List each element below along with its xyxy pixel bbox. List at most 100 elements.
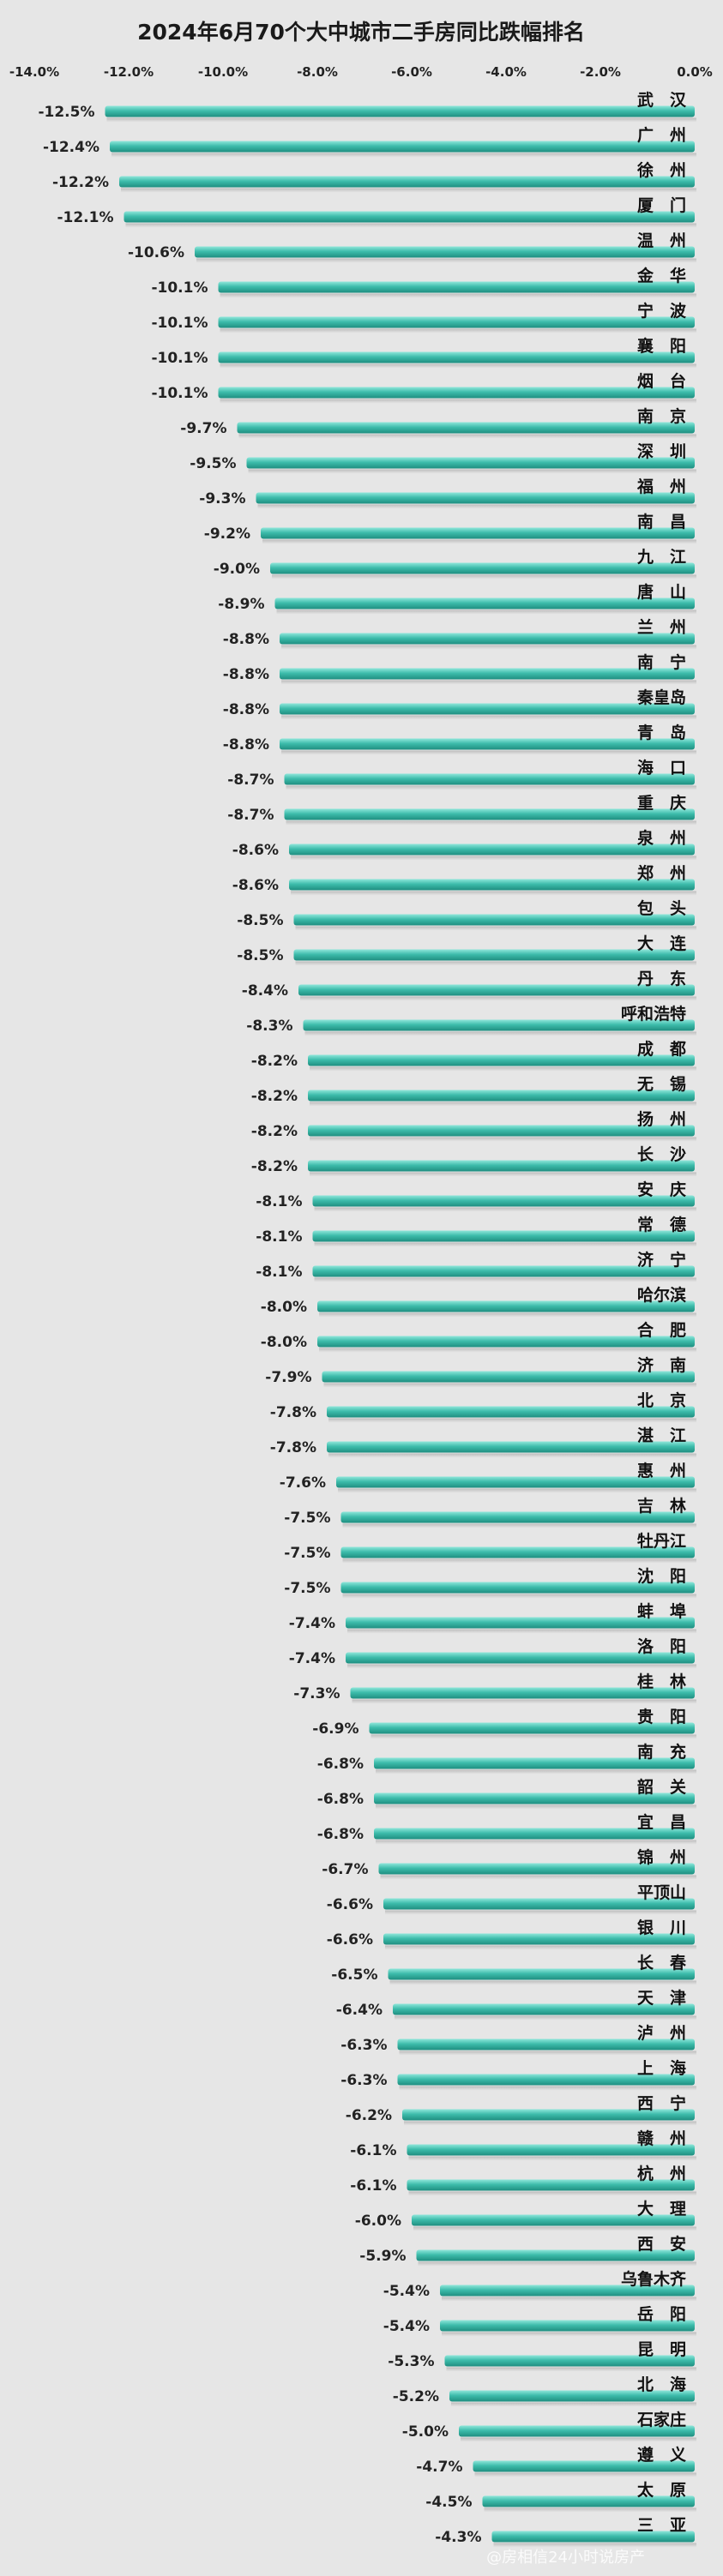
bar-shadow (418, 2261, 696, 2267)
data-label: -8.1% (256, 1228, 302, 1246)
data-label: -9.5% (190, 455, 236, 472)
category-label: 桂 林 (636, 1672, 686, 1691)
category-label: 洛 阳 (637, 1636, 686, 1656)
x-tick-label: -14.0% (9, 64, 59, 80)
bar-shadow (248, 469, 696, 474)
category-label: 哈尔滨 (637, 1285, 686, 1305)
bar-shadow (286, 785, 696, 790)
bar (393, 2003, 695, 2015)
bar-shadow (310, 1066, 696, 1072)
category-label: 北 海 (637, 2375, 686, 2394)
bar-shadow (220, 399, 696, 404)
bar (293, 949, 695, 961)
category-label: 烟 台 (637, 371, 686, 391)
bar-shadow (291, 856, 696, 861)
bar (308, 1125, 695, 1137)
bar (459, 2425, 695, 2437)
bar-shadow (338, 1488, 696, 1493)
bar (346, 1617, 695, 1629)
category-label: 秦皇岛 (636, 688, 686, 707)
category-label: 蚌 埠 (637, 1601, 686, 1621)
category-label: 无 锡 (637, 1074, 686, 1094)
bar-shadow (276, 609, 696, 615)
bar (312, 1195, 695, 1207)
bar (444, 2355, 695, 2367)
category-label: 济 宁 (637, 1250, 686, 1270)
data-label: -6.8% (317, 1791, 364, 1808)
bar (274, 597, 695, 609)
bar (378, 1863, 695, 1875)
bars-group (105, 105, 696, 2548)
category-label: 包 头 (637, 898, 686, 918)
bar-shadow (446, 2367, 696, 2372)
category-label: 安 庆 (637, 1180, 686, 1199)
data-label: -6.6% (327, 1931, 373, 1949)
bar (317, 1300, 695, 1312)
bar (374, 1757, 695, 1769)
data-label: -8.0% (261, 1299, 307, 1316)
data-label: -5.4% (383, 2283, 430, 2300)
category-label: 南 宁 (637, 652, 686, 672)
category-label: 成 都 (637, 1039, 686, 1059)
bar (383, 1898, 695, 1910)
bar-shadow (376, 1840, 696, 1845)
bar (322, 1371, 695, 1383)
bar (218, 316, 695, 328)
bar-shadow (220, 293, 696, 298)
bar-shadow (474, 2472, 696, 2477)
category-label: 遵 义 (637, 2445, 686, 2465)
category-label: 太 原 (637, 2480, 686, 2500)
bar-shadow (352, 1699, 696, 1704)
bar-shadow (484, 2507, 696, 2513)
bar (374, 1828, 695, 1840)
data-label: -7.9% (265, 1369, 311, 1386)
bar (218, 387, 695, 399)
data-label: -8.9% (218, 596, 264, 613)
data-label: -8.8% (223, 631, 269, 648)
bar (218, 351, 695, 363)
data-label: -6.4% (336, 2002, 383, 2019)
data-label: -6.1% (350, 2177, 396, 2195)
data-label: -8.8% (223, 736, 269, 754)
category-label: 南 昌 (637, 513, 686, 531)
category-label: 牡丹江 (637, 1532, 686, 1551)
data-label: -12.4% (43, 139, 99, 156)
category-label: 西 宁 (637, 2093, 686, 2113)
data-label: -8.5% (237, 947, 283, 964)
x-tick-label: 0.0% (677, 64, 713, 80)
bar (346, 1652, 695, 1664)
data-label: -10.1% (151, 315, 208, 332)
bar (218, 281, 695, 293)
data-label: -10.1% (151, 279, 208, 297)
bar (280, 738, 695, 750)
data-label: -4.5% (425, 2494, 472, 2511)
x-tick-label: -8.0% (297, 64, 338, 80)
bar-shadow (295, 961, 696, 966)
bar-shadow (380, 1875, 696, 1880)
bar (440, 2285, 695, 2297)
category-label: 厦 门 (637, 195, 686, 215)
bar-shadow (286, 820, 696, 826)
category-label: 石家庄 (636, 2410, 686, 2429)
bar (298, 984, 695, 996)
data-label: -6.3% (340, 2037, 387, 2054)
bar-shadow (371, 1734, 696, 1739)
data-labels: -12.5% -12.4% -12.2% -12.1% -10.6% -10.1% -10.… (38, 104, 481, 2546)
category-label: 丹 东 (637, 969, 686, 988)
data-label: -7.4% (289, 1650, 335, 1667)
category-label: 北 京 (637, 1390, 686, 1410)
bar (110, 141, 695, 153)
bar (407, 2179, 695, 2191)
category-label: 温 州 (637, 231, 686, 250)
data-label: -8.6% (232, 842, 279, 859)
category-label: 西 安 (637, 2234, 686, 2254)
data-label: -5.3% (388, 2353, 434, 2370)
category-label: 长 春 (637, 1953, 686, 1973)
bar-shadow (342, 1523, 696, 1528)
data-label: -10.1% (151, 350, 208, 367)
category-label: 湛 江 (637, 1426, 686, 1445)
category-label: 宁 波 (637, 301, 687, 321)
watermark: @房相信24小时说房产 (486, 2549, 645, 2567)
bar-shadow (385, 1945, 696, 1950)
category-label: 襄 阳 (636, 336, 686, 356)
